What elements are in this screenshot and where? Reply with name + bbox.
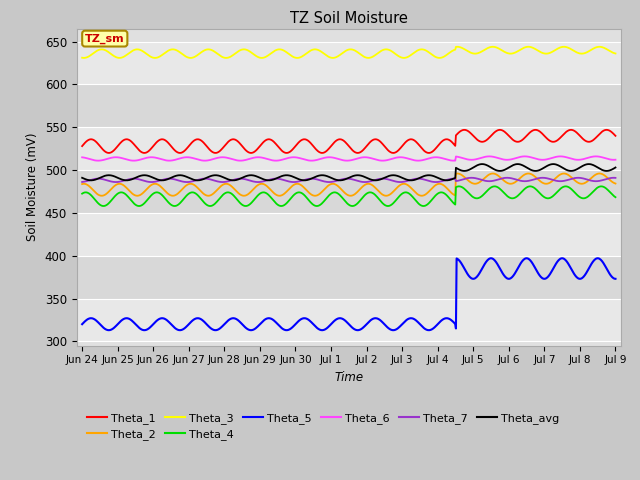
Bar bbox=[77, 213, 621, 256]
Bar bbox=[77, 170, 621, 213]
Legend: Theta_1, Theta_2, Theta_3, Theta_4, Theta_5, Theta_6, Theta_7, Theta_avg: Theta_1, Theta_2, Theta_3, Theta_4, Thet… bbox=[83, 408, 564, 444]
X-axis label: Time: Time bbox=[334, 371, 364, 384]
Bar bbox=[77, 299, 621, 341]
Text: TZ_sm: TZ_sm bbox=[85, 34, 125, 44]
Title: TZ Soil Moisture: TZ Soil Moisture bbox=[290, 11, 408, 26]
Y-axis label: Soil Moisture (mV): Soil Moisture (mV) bbox=[26, 133, 39, 241]
Bar bbox=[77, 84, 621, 127]
Bar bbox=[77, 256, 621, 299]
Bar bbox=[77, 127, 621, 170]
Bar bbox=[77, 42, 621, 84]
